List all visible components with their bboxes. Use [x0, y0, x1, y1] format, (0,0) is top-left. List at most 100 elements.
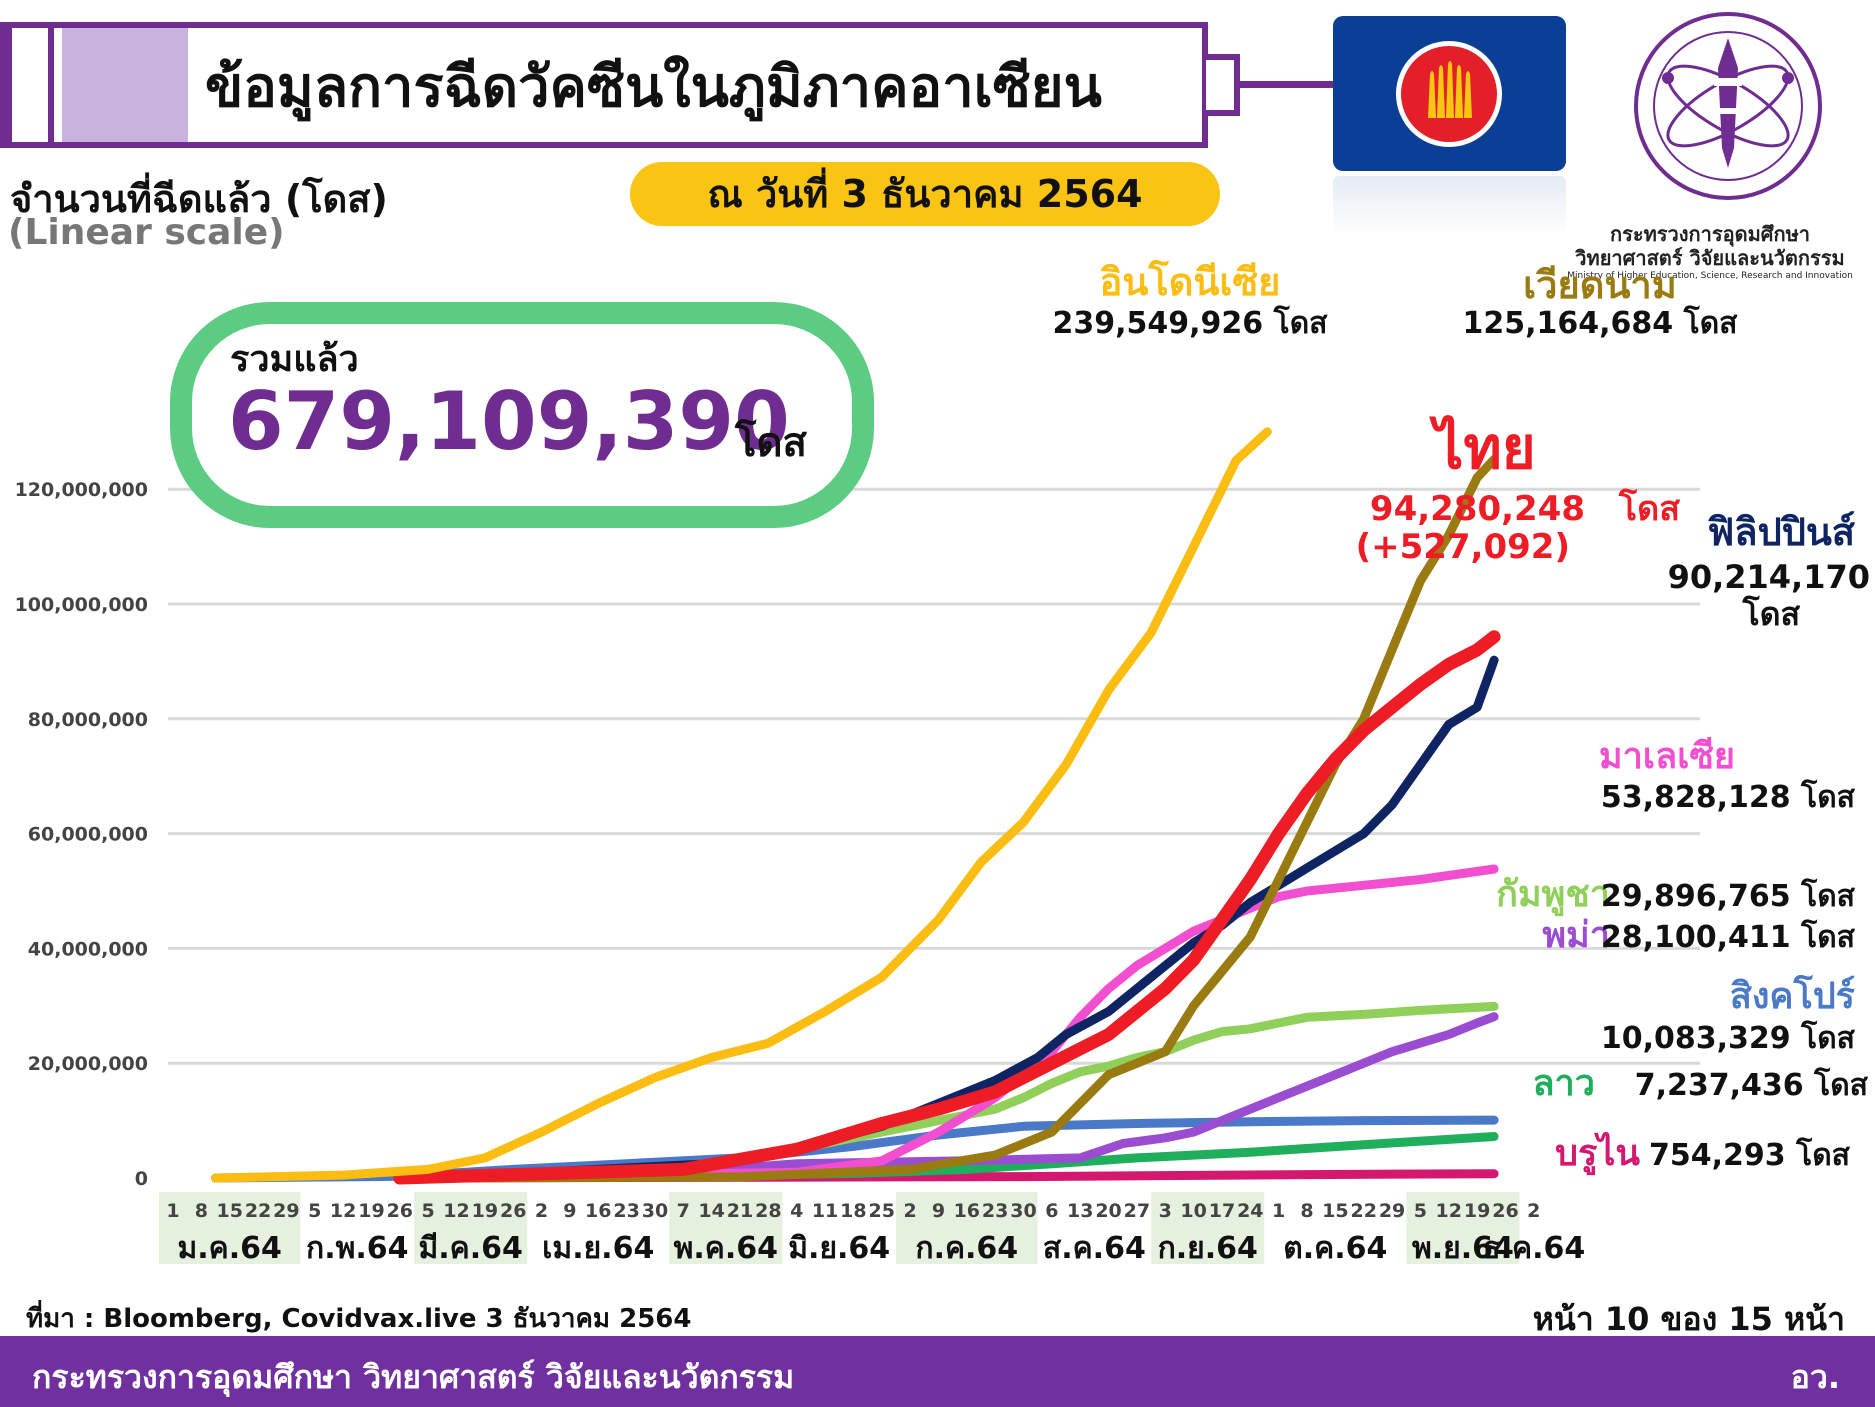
- x-tick-label: 19: [472, 1200, 498, 1222]
- series-value-label: 754,293 โดส: [1649, 1136, 1851, 1173]
- y-tick-label: 40,000,000: [28, 938, 148, 960]
- month-label: ก.พ.64: [306, 1231, 408, 1266]
- x-tick-label: 14: [698, 1200, 724, 1222]
- total-unit: โดส: [735, 420, 807, 466]
- x-tick-label: 2: [903, 1200, 916, 1222]
- syringe-fill: [62, 28, 188, 142]
- ministry-seal-icon: [1630, 8, 1826, 204]
- x-tick-label: 19: [1464, 1200, 1490, 1222]
- x-tick-label: 26: [387, 1200, 413, 1222]
- x-tick-label: 7: [677, 1200, 690, 1222]
- series-value-label: 94,280,248: [1370, 489, 1585, 529]
- x-tick-label: 1: [166, 1200, 179, 1222]
- month-label: มี.ค.64: [418, 1231, 522, 1266]
- month-band: [669, 1192, 783, 1264]
- scale-note: (Linear scale): [8, 212, 285, 253]
- series-name-label: ไทย: [1428, 414, 1535, 482]
- y-axis-title: จำนวนที่ฉีดแล้ว (โดส): [10, 177, 388, 221]
- date-badge: ณ วันที่ 3 ธันวาคม 2564: [630, 162, 1220, 226]
- x-tick-label: 29: [273, 1200, 299, 1222]
- asean-flag-icon: [1333, 16, 1566, 236]
- x-tick-label: 16: [585, 1200, 611, 1222]
- syringe-needle: [1240, 81, 1335, 88]
- x-tick-label: 30: [1010, 1200, 1036, 1222]
- x-tick-label: 11: [812, 1200, 838, 1222]
- ministry-name-th-1: กระทรวงการอุดมศึกษา: [1610, 222, 1810, 246]
- series-line: [393, 630, 1501, 1185]
- series-value-label: 29,896,765 โดส: [1601, 877, 1856, 914]
- x-tick-label: 9: [932, 1200, 945, 1222]
- series-name-label: ฟิลิปปินส์: [1707, 510, 1855, 554]
- x-tick-label: 8: [1300, 1200, 1313, 1222]
- x-tick-label: 25: [869, 1200, 895, 1222]
- y-tick-label: 80,000,000: [28, 709, 148, 731]
- series-name-label: สิงคโปร์: [1730, 974, 1856, 1017]
- x-tick-label: 5: [308, 1200, 321, 1222]
- series-value-label: 239,549,926 โดส: [1052, 304, 1328, 341]
- ministry-name-en: Ministry of Higher Education, Science, R…: [1567, 271, 1853, 281]
- thai-change-label: (+527,092): [1356, 527, 1570, 567]
- y-tick-label: 100,000,000: [15, 594, 148, 616]
- series-value-label: 28,100,411 โดส: [1601, 918, 1856, 955]
- x-tick-label: 26: [1492, 1200, 1518, 1222]
- vaccination-line-chart: 0 20,000,000 40,000,000 60,000,000 80,000,00…: [15, 259, 1870, 1266]
- x-tick-label: 20: [1095, 1200, 1121, 1222]
- series-name-label: บรูไน: [1555, 1131, 1640, 1176]
- series-name-label: กัมพูชา: [1496, 874, 1610, 917]
- month-band: [159, 1192, 301, 1264]
- x-tick-label: 28: [755, 1200, 781, 1222]
- total-label: รวมแล้ว: [230, 339, 359, 380]
- syringe-plunger-right: [48, 22, 54, 148]
- series-name-label: อินโดนีเซีย: [1100, 259, 1281, 304]
- total-box: [170, 302, 874, 528]
- series-line: [423, 454, 1499, 1183]
- philippines-unit-label: โดส: [1742, 595, 1801, 633]
- series-line: [211, 427, 1272, 1183]
- x-tick-label: 19: [358, 1200, 384, 1222]
- syringe-tip: [1206, 54, 1240, 116]
- x-tick-label: 2: [535, 1200, 548, 1222]
- source-note: ที่มา : Bloomberg, Covidvax.live 3 ธันวา…: [26, 1304, 692, 1334]
- footer-ministry: กระทรวงการอุดมศึกษา วิทยาศาสตร์ วิจัยและ…: [32, 1358, 795, 1396]
- syringe-plunger-left: [6, 22, 12, 148]
- total-value: 679,109,390: [228, 375, 790, 468]
- month-label: พ.ค.64: [674, 1231, 778, 1266]
- x-tick-label: 2: [1527, 1200, 1540, 1222]
- x-tick-label: 3: [1159, 1200, 1172, 1222]
- x-tick-label: 8: [195, 1200, 208, 1222]
- x-tick-label: 6: [1045, 1200, 1058, 1222]
- thai-unit-label: โดส: [1618, 488, 1680, 529]
- y-tick-label: 20,000,000: [28, 1053, 148, 1075]
- series-name-label: ลาว: [1533, 1063, 1596, 1104]
- syringe-frame: [0, 22, 1208, 148]
- x-tick-label: 26: [500, 1200, 526, 1222]
- footer-bar: [0, 1336, 1875, 1407]
- x-tick-label: 24: [1237, 1200, 1263, 1222]
- x-tick-label: 5: [1414, 1200, 1427, 1222]
- series-name-label: มาเลเซีย: [1599, 736, 1735, 777]
- x-tick-label: 27: [1124, 1200, 1150, 1222]
- x-tick-label: 18: [840, 1200, 866, 1222]
- x-tick-label: 30: [642, 1200, 668, 1222]
- x-tick-label: 1: [1272, 1200, 1285, 1222]
- x-tick-label: 12: [330, 1200, 356, 1222]
- x-tick-label: 22: [1350, 1200, 1376, 1222]
- y-tick-label: 60,000,000: [28, 824, 148, 846]
- x-tick-label: 22: [245, 1200, 271, 1222]
- series-value-label: 125,164,684 โดส: [1462, 304, 1738, 341]
- x-tick-label: 23: [982, 1200, 1008, 1222]
- month-band: [896, 1192, 1038, 1264]
- x-tick-label: 15: [216, 1200, 242, 1222]
- x-tick-label: 16: [954, 1200, 980, 1222]
- x-tick-label: 10: [1180, 1200, 1206, 1222]
- page-number: หน้า 10 ของ 15 หน้า: [1532, 1300, 1845, 1338]
- month-label: ต.ค.64: [1283, 1231, 1387, 1266]
- series-value-label: 7,237,436 โดส: [1635, 1066, 1869, 1103]
- month-label: เม.ย.64: [542, 1231, 654, 1266]
- footer-abbr: อว.: [1790, 1358, 1840, 1396]
- y-tick-label: 120,000,000: [15, 479, 148, 501]
- month-label: ธ.ค.64: [1482, 1231, 1585, 1266]
- ministry-name: กระทรวงการอุดมศึกษา วิทยาศาสตร์ วิจัยและ…: [1560, 222, 1860, 282]
- x-tick-label: 12: [1436, 1200, 1462, 1222]
- month-label: มิ.ย.64: [788, 1231, 890, 1266]
